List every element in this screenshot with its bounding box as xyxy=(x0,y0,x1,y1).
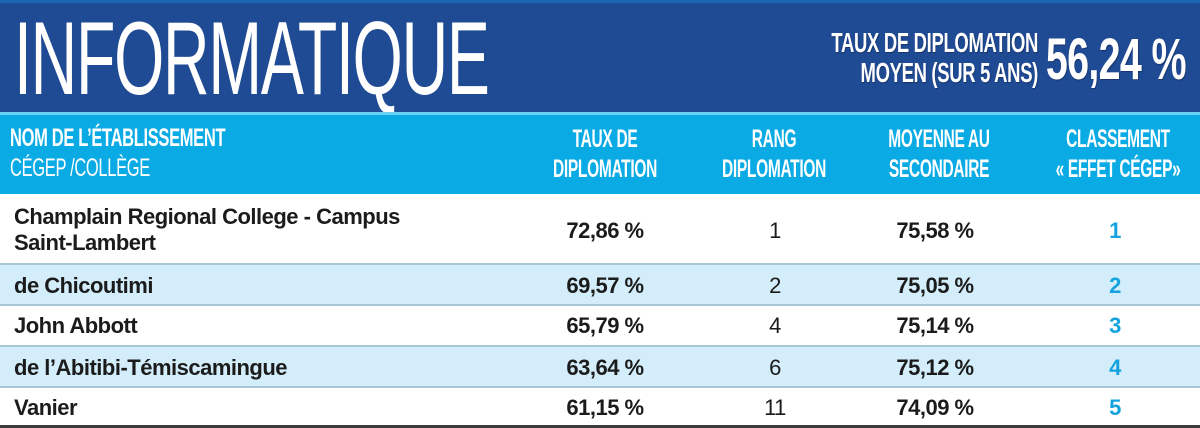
column-header-rate-line1: TAUX DE xyxy=(572,125,638,153)
institution-name: John Abbott xyxy=(14,313,138,338)
cegep-effect-rank: 2 xyxy=(1109,273,1121,298)
table-row: Champlain Regional College - Campus Sain… xyxy=(0,194,1200,264)
graduation-rank: 6 xyxy=(769,355,781,380)
secondary-average: 75,58 % xyxy=(896,218,974,243)
institution-name: de l’Abitibi-Témiscamingue xyxy=(14,355,288,380)
column-header-cegep-effect: CLASSEMENT « EFFET CÉGEP» xyxy=(1050,124,1186,184)
average-rate-value: 56,24 % xyxy=(1046,27,1187,92)
cegep-effect-rank: 1 xyxy=(1109,218,1121,243)
average-rate-label-line1: TAUX DE DIPLOMATION xyxy=(831,27,1038,58)
secondary-average: 75,05 % xyxy=(896,273,974,298)
column-header-effect-line2: « EFFET CÉGEP» xyxy=(1055,155,1181,183)
graduation-rate: 61,15 % xyxy=(566,395,644,420)
average-rate-label: TAUX DE DIPLOMATION MOYEN (SUR 5 ANS) xyxy=(831,28,1038,88)
cegep-effect-rank: 3 xyxy=(1109,313,1121,338)
institution-name: de Chicoutimi xyxy=(14,273,153,298)
secondary-average: 75,14 % xyxy=(896,313,974,338)
graduation-rank: 4 xyxy=(769,313,781,338)
column-header-name-line2: CÉGEP /COLLÈGE xyxy=(10,154,150,182)
institution-name: Champlain Regional College - Campus Sain… xyxy=(14,204,400,256)
column-header-rank: RANG DIPLOMATION xyxy=(706,124,842,184)
page-header: INFORMATIQUE TAUX DE DIPLOMATION MOYEN (… xyxy=(0,0,1200,112)
column-header-rate-line2: DIPLOMATION xyxy=(553,155,657,183)
cegep-effect-rank: 4 xyxy=(1109,355,1121,380)
graduation-rate: 65,79 % xyxy=(566,313,644,338)
column-header-avg-line1: MOYENNE AU xyxy=(888,125,990,153)
graduation-rank: 2 xyxy=(769,273,781,298)
table-bottom-border xyxy=(0,425,1200,428)
column-header-rate: TAUX DE DIPLOMATION xyxy=(537,124,673,184)
header-divider xyxy=(0,112,1200,115)
row-divider xyxy=(0,345,1200,347)
table-row: John Abbott 65,79 % 4 75,14 % 3 xyxy=(0,306,1200,346)
row-divider xyxy=(0,386,1200,388)
institution-name: Vanier xyxy=(14,395,78,420)
graduation-rank: 11 xyxy=(764,395,786,420)
graduation-rate: 63,64 % xyxy=(566,355,644,380)
page-title: INFORMATIQUE xyxy=(14,1,490,117)
column-header-rank-line1: RANG xyxy=(751,125,797,153)
institution-name-line2: Saint-Lambert xyxy=(14,230,156,255)
column-header-rank-line2: DIPLOMATION xyxy=(722,155,826,183)
secondary-average: 75,12 % xyxy=(896,355,974,380)
cegep-effect-rank: 5 xyxy=(1109,395,1121,420)
institution-name-line1: Champlain Regional College - Campus xyxy=(14,204,400,229)
column-header-effect-line1: CLASSEMENT xyxy=(1066,125,1170,153)
column-header-secondary-average: MOYENNE AU SECONDAIRE xyxy=(871,124,1007,184)
graduation-rate: 69,57 % xyxy=(566,273,644,298)
average-rate-label-line2: MOYEN (SUR 5 ANS) xyxy=(860,57,1039,88)
table-row: de l’Abitibi-Témiscamingue 63,64 % 6 75,… xyxy=(0,347,1200,387)
column-header-name-line1: NOM DE L’ÉTABLISSEMENT xyxy=(10,124,226,152)
row-divider xyxy=(0,263,1200,265)
table-header: NOM DE L’ÉTABLISSEMENT CÉGEP /COLLÈGE TA… xyxy=(0,115,1200,194)
column-header-avg-line2: SECONDAIRE xyxy=(888,155,990,183)
row-divider xyxy=(0,304,1200,306)
secondary-average: 74,09 % xyxy=(896,395,974,420)
graduation-rate: 72,86 % xyxy=(566,218,644,243)
table-row: de Chicoutimi 69,57 % 2 75,05 % 2 xyxy=(0,265,1200,305)
column-header-name: NOM DE L’ÉTABLISSEMENT CÉGEP /COLLÈGE xyxy=(10,123,226,183)
table-row: Vanier 61,15 % 11 74,09 % 5 xyxy=(0,388,1200,425)
graduation-rank: 1 xyxy=(769,218,781,243)
